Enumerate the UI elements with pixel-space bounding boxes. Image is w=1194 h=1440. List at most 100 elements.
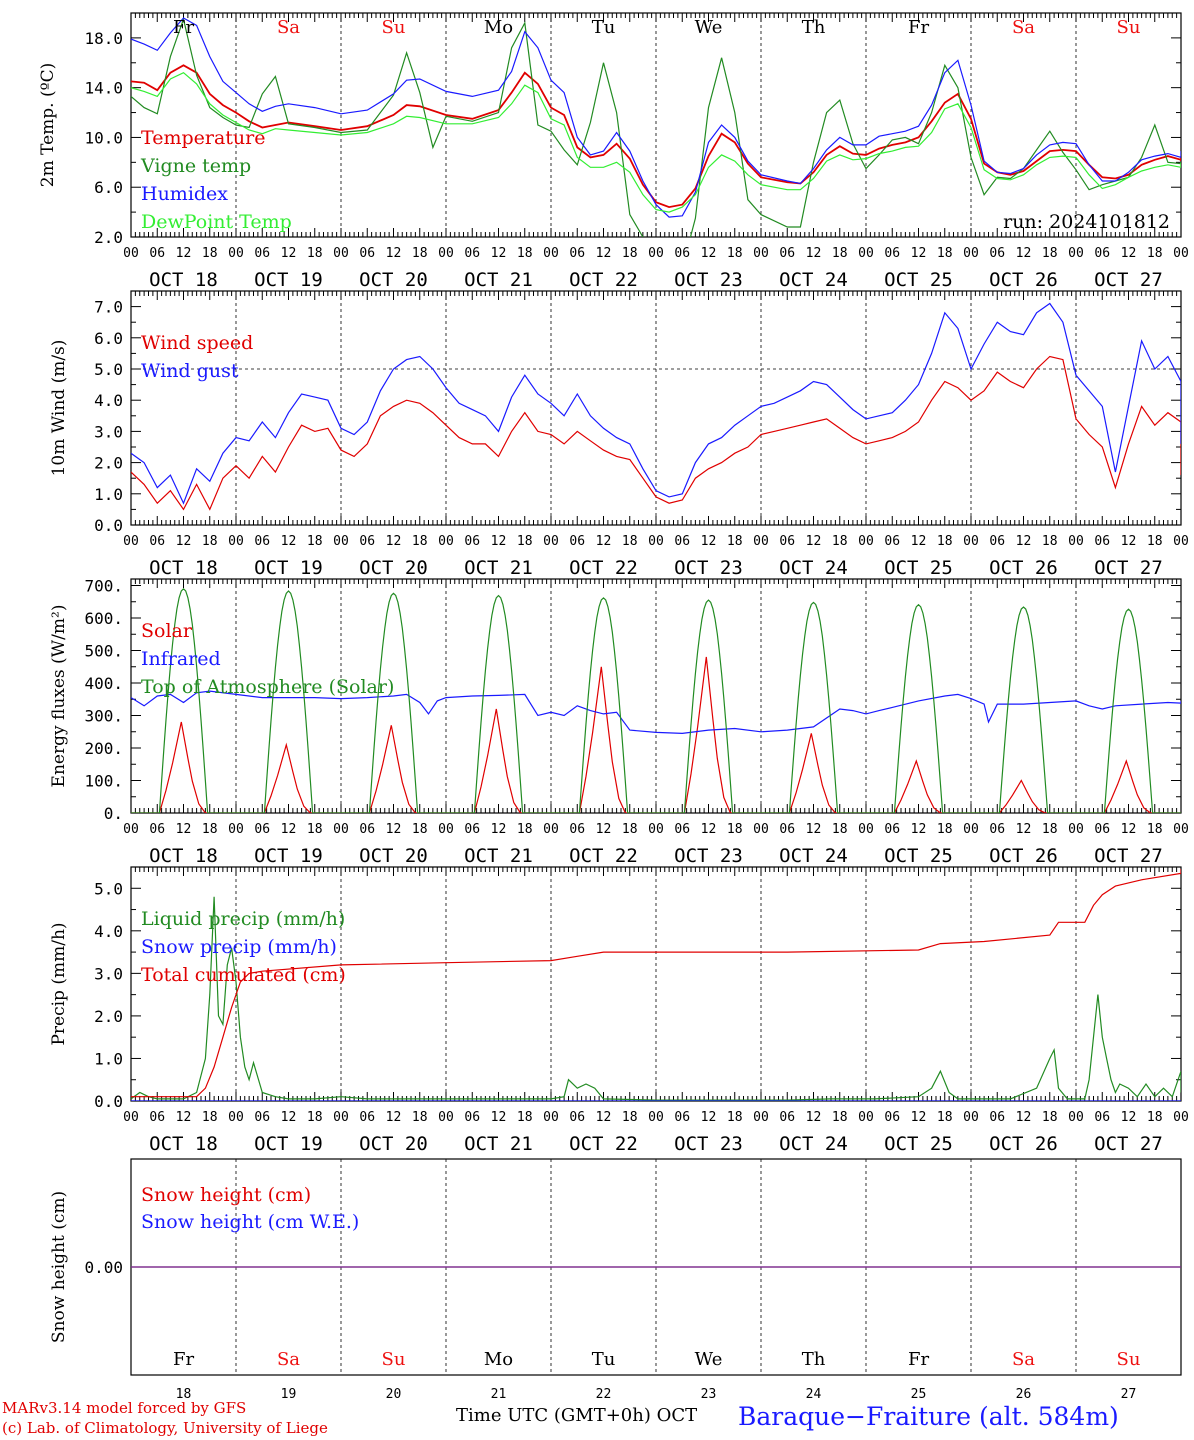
series-line-total-cumulated-cm-: [131, 869, 1181, 1098]
legend-entry: Top of Atmosphere (Solar): [141, 676, 394, 698]
hour-tick-label: 18: [727, 534, 743, 549]
day-number: 23: [701, 1387, 717, 1402]
y-tick-label: 3.0: [94, 964, 123, 983]
hour-tick-label: 00: [543, 534, 559, 549]
date-label: OCT 26: [989, 557, 1058, 579]
date-label: OCT 27: [1094, 1133, 1163, 1155]
hour-tick-label: 12: [386, 1110, 402, 1125]
series-line-temperature: [131, 64, 1181, 209]
y-tick-label: 200.: [84, 739, 123, 758]
hour-tick-label: 18: [412, 246, 428, 261]
y-axis-title: Precip (mm/h): [49, 922, 69, 1045]
day-number: 26: [1016, 1387, 1032, 1402]
date-label: OCT 23: [674, 845, 743, 867]
hour-tick-label: 00: [963, 822, 979, 837]
hour-tick-label: 06: [569, 822, 585, 837]
day-number: 24: [806, 1387, 822, 1402]
date-label: OCT 23: [674, 269, 743, 291]
legend-entry: DewPoint Temp: [141, 211, 292, 233]
date-label: OCT 24: [779, 1133, 848, 1155]
y-axis-title: Snow height (cm): [49, 1191, 69, 1343]
legend-entry: Snow height (cm): [141, 1184, 311, 1206]
day-header: Mo: [484, 17, 513, 38]
day-number: 25: [911, 1387, 927, 1402]
y-tick-label: 0.00: [84, 1258, 123, 1277]
hour-tick-label: 00: [228, 1110, 244, 1125]
hour-tick-label: 18: [307, 534, 323, 549]
hour-tick-label: 06: [779, 822, 795, 837]
y-tick-label: 14.0: [84, 79, 123, 98]
y-tick-label: 4.0: [94, 391, 123, 410]
hour-tick-label: 06: [254, 534, 270, 549]
hour-tick-label: 00: [1173, 534, 1189, 549]
y-tick-label: 6.0: [94, 178, 123, 197]
hour-tick-label: 12: [911, 1110, 927, 1125]
series-line-liquid-precip-mm-h-: [131, 896, 1181, 1101]
day-header: We: [695, 17, 723, 38]
panel-energy: 0. 100. 200. 300. 400. 500. 600. 700. Energy flu…: [49, 577, 1189, 868]
day-footer: Mo: [484, 1349, 513, 1370]
y-tick-label: 100.: [84, 772, 123, 791]
day-number: 27: [1121, 1387, 1137, 1402]
day-header: Tu: [592, 17, 616, 38]
hour-tick-label: 12: [596, 246, 612, 261]
panel-snow: 0.00 Snow height (cm) Snow height (cm) Snow…: [49, 1158, 1182, 1376]
hour-tick-label: 06: [674, 246, 690, 261]
hour-tick-label: 06: [359, 534, 375, 549]
hour-tick-label: 18: [727, 1110, 743, 1125]
date-label: OCT 27: [1094, 269, 1163, 291]
hour-tick-label: 12: [1121, 246, 1137, 261]
hour-tick-label: 12: [176, 822, 192, 837]
date-label: OCT 25: [884, 845, 953, 867]
panel-precip: 0.0 1.0 2.0 3.0 4.0 5.0 Precip (mm/h) Liquid pr…: [49, 866, 1189, 1155]
hour-tick-label: 12: [386, 822, 402, 837]
hour-tick-label: 18: [937, 246, 953, 261]
date-label: OCT 18: [149, 1133, 218, 1155]
hour-tick-label: 00: [858, 1110, 874, 1125]
hour-tick-label: 12: [701, 246, 717, 261]
hour-tick-label: 00: [228, 534, 244, 549]
hour-tick-label: 18: [517, 822, 533, 837]
hour-tick-label: 12: [176, 246, 192, 261]
hour-tick-label: 18: [202, 534, 218, 549]
y-tick-label: 3.0: [94, 422, 123, 441]
hour-tick-label: 12: [806, 246, 822, 261]
panel-wind: 0.0 1.0 2.0 3.0 4.0 5.0 6.0 7.0 10m Wind (m/s) Wi…: [49, 290, 1189, 579]
hour-tick-label: 06: [1094, 246, 1110, 261]
hour-tick-label: 00: [123, 1110, 139, 1125]
hour-tick-label: 00: [648, 534, 664, 549]
hour-tick-label: 18: [412, 534, 428, 549]
hour-tick-label: 12: [596, 534, 612, 549]
hour-tick-label: 06: [464, 822, 480, 837]
date-label: OCT 26: [989, 845, 1058, 867]
hour-tick-label: 06: [884, 1110, 900, 1125]
hour-tick-label: 00: [1068, 534, 1084, 549]
series-line-dewpoint-temp: [131, 71, 1181, 213]
hour-tick-label: 00: [228, 822, 244, 837]
time-axis-label: Time UTC (GMT+0h): [456, 1405, 651, 1426]
date-label: OCT 19: [254, 1133, 323, 1155]
hour-tick-label: 00: [963, 246, 979, 261]
hour-tick-label: 06: [359, 246, 375, 261]
hour-tick-label: 12: [596, 822, 612, 837]
hour-tick-label: 06: [149, 534, 165, 549]
hour-tick-label: 00: [753, 246, 769, 261]
hour-tick-label: 12: [1121, 1110, 1137, 1125]
day-footer: Tu: [592, 1349, 616, 1370]
hour-tick-label: 12: [1016, 534, 1032, 549]
series-line-wind-speed: [131, 355, 1181, 511]
hour-tick-label: 00: [753, 1110, 769, 1125]
day-footer: Su: [382, 1349, 406, 1370]
hour-tick-label: 18: [517, 534, 533, 549]
hour-tick-label: 12: [701, 822, 717, 837]
legend-entry: Temperature: [141, 127, 265, 149]
hour-tick-label: 00: [123, 534, 139, 549]
hour-tick-label: 12: [1121, 534, 1137, 549]
hour-tick-label: 00: [333, 246, 349, 261]
hour-tick-label: 12: [596, 1110, 612, 1125]
hour-tick-label: 12: [281, 534, 297, 549]
date-label: OCT 20: [359, 557, 428, 579]
legend-entry: Liquid precip (mm/h): [141, 908, 345, 930]
hour-tick-label: 12: [701, 534, 717, 549]
y-tick-label: 500.: [84, 642, 123, 661]
